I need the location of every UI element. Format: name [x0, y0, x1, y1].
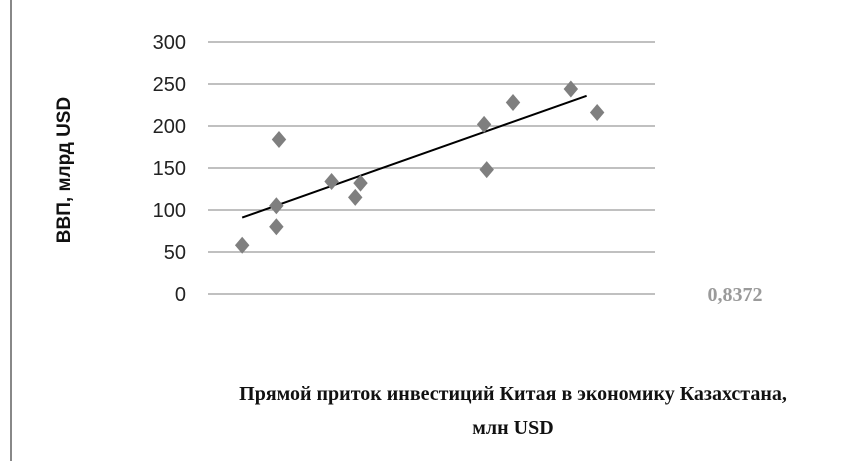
data-point — [234, 236, 250, 254]
data-point — [505, 93, 521, 111]
y-tick-label: 250 — [153, 74, 186, 96]
data-point — [353, 174, 368, 192]
data-points — [234, 80, 605, 254]
x-axis-label-line-2: млн USD — [472, 417, 553, 439]
y-axis-ticks: 0 50 100 150 200 250 300 — [153, 32, 186, 306]
y-axis-label: ВВП, млрд USD — [54, 97, 75, 243]
y-tick-label: 150 — [153, 158, 186, 180]
y-tick-label: 300 — [153, 32, 186, 54]
data-point — [479, 161, 494, 179]
data-point — [271, 130, 287, 148]
x-axis-label-line-1: Прямой приток инвестиций Китая в экономи… — [239, 383, 787, 405]
trendline-group — [241, 94, 587, 219]
y-tick-label: 100 — [153, 200, 186, 222]
data-point — [269, 197, 284, 215]
data-point — [476, 115, 492, 133]
data-point — [324, 172, 339, 190]
y-tick-label: 0 — [175, 284, 186, 306]
r-squared-annotation: 0,8372 — [708, 284, 763, 306]
left-border-line — [10, 0, 12, 461]
data-point — [563, 80, 579, 98]
data-point — [269, 218, 284, 236]
data-point — [348, 188, 363, 206]
trendline — [241, 94, 587, 219]
y-tick-label: 200 — [153, 116, 186, 138]
gridlines — [208, 41, 655, 295]
data-point — [589, 104, 605, 122]
y-tick-label: 50 — [164, 242, 186, 264]
